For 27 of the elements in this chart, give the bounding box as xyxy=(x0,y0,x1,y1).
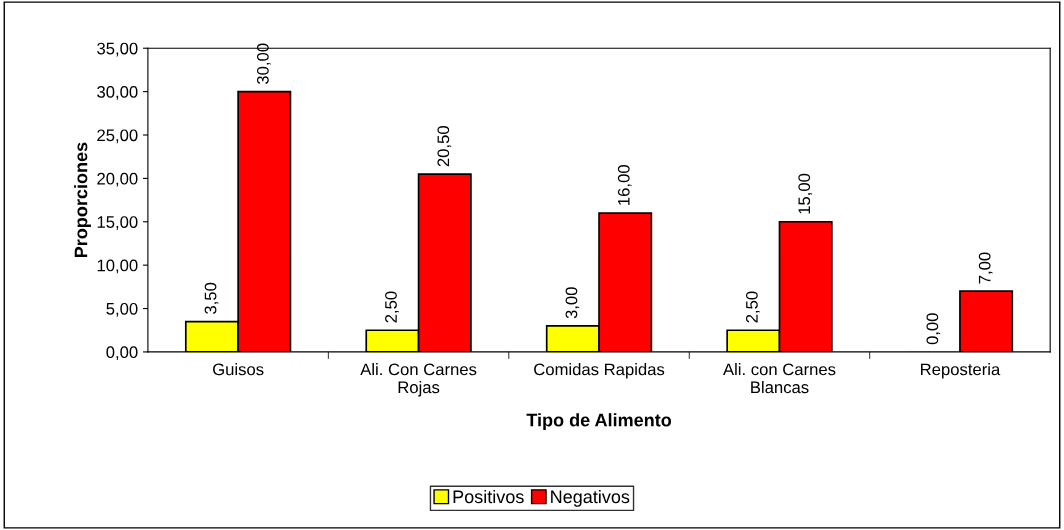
data-label: 20,50 xyxy=(437,126,452,167)
y-tick-label: 15,00 xyxy=(97,216,138,230)
data-label: 0,00 xyxy=(926,313,941,345)
y-tick-label: 0,00 xyxy=(106,346,138,361)
data-label: 16,00 xyxy=(617,165,632,205)
y-tick-label: 25,00 xyxy=(97,129,138,144)
data-label: 7,00 xyxy=(978,252,993,284)
data-label: 2,50 xyxy=(385,291,399,323)
data-label: 3,00 xyxy=(565,287,580,319)
data-label: 3,50 xyxy=(204,282,219,314)
y-tick-label: 30,00 xyxy=(97,86,138,100)
legend-label: Negativos xyxy=(551,489,630,507)
x-tick-label: Comidas Rapidas xyxy=(534,363,665,379)
data-label: 30,00 xyxy=(256,43,271,85)
x-tick-label: Reposteria xyxy=(921,363,1001,379)
y-tick-label: 5,00 xyxy=(106,302,138,317)
x-tick-label: Ali. Con Carnes Rojas xyxy=(360,363,477,397)
x-tick-label: Ali. con Carnes Blancas xyxy=(723,363,836,394)
y-axis-title: Proporciones xyxy=(74,142,91,258)
x-tick-label: Guisos xyxy=(213,363,264,376)
y-tick-label: 10,00 xyxy=(97,259,138,274)
y-tick-label: 35,00 xyxy=(97,42,138,57)
data-label: 2,50 xyxy=(745,291,760,323)
legend-label: Positivos xyxy=(453,489,524,504)
x-axis-title: Tipo de Alimento xyxy=(526,413,672,431)
data-label: 15,00 xyxy=(798,173,813,214)
y-tick-label: 20,00 xyxy=(97,172,138,187)
